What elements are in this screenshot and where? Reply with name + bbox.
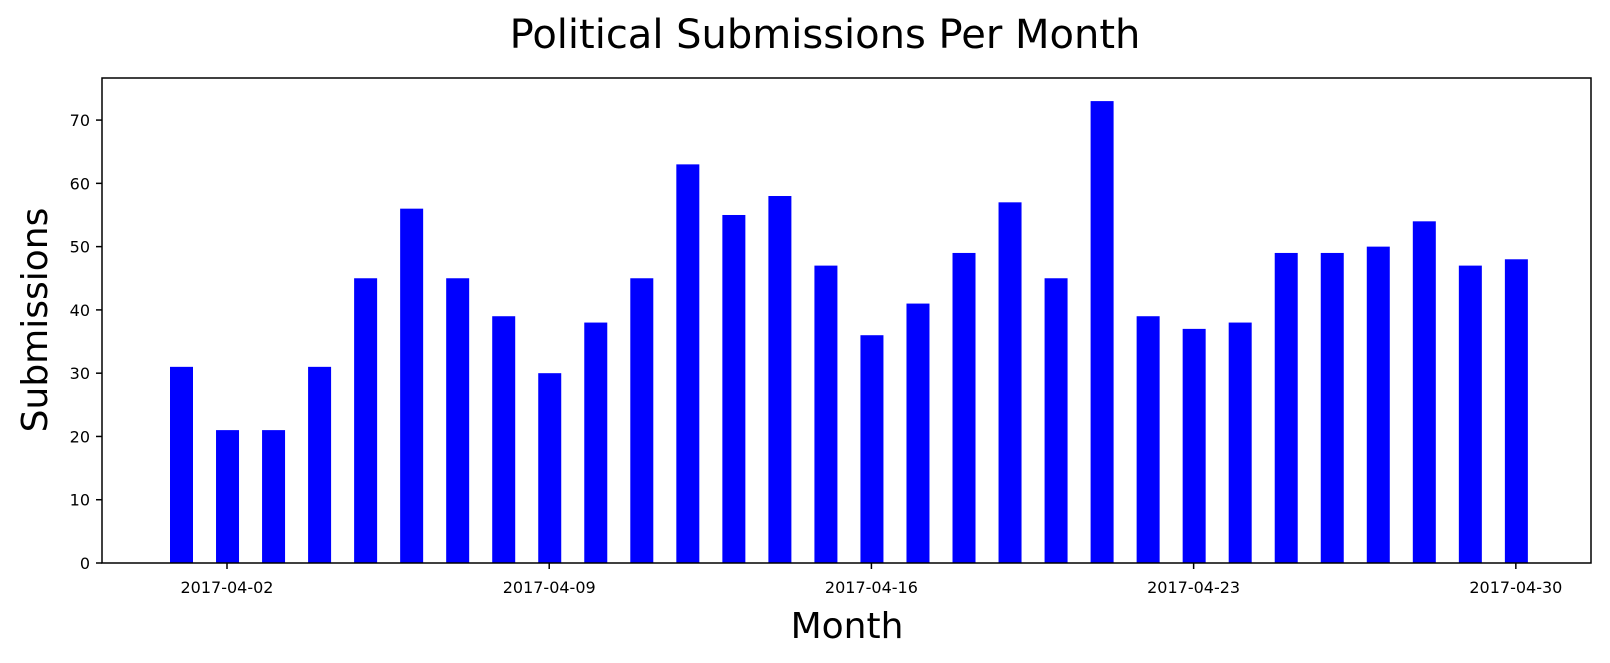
bar-2017-04-11 <box>630 278 654 563</box>
bar-2017-04-08 <box>492 316 516 563</box>
bar-2017-04-13 <box>722 214 746 564</box>
bar-2017-04-15 <box>814 265 838 563</box>
bar-2017-04-17 <box>906 303 930 563</box>
bar-2017-04-14 <box>768 196 792 563</box>
bar-2017-04-21 <box>1090 101 1114 563</box>
bars-layer <box>170 101 1528 564</box>
bar-2017-04-03 <box>262 430 286 563</box>
bar-2017-04-12 <box>676 164 700 563</box>
bar-2017-04-23 <box>1182 328 1206 563</box>
y-tick-label: 40 <box>70 301 90 320</box>
bar-2017-04-07 <box>446 278 470 563</box>
bar-2017-04-20 <box>1044 278 1068 563</box>
bar-2017-04-06 <box>400 208 424 563</box>
bar-2017-04-18 <box>952 252 976 563</box>
bar-2017-04-27 <box>1366 246 1390 563</box>
bar-2017-04-01 <box>170 366 193 563</box>
bar-2017-04-29 <box>1458 265 1482 563</box>
bar-2017-04-02 <box>216 430 240 563</box>
bar-2017-04-28 <box>1412 221 1436 563</box>
bar-2017-04-22 <box>1136 316 1160 563</box>
bar-2017-04-24 <box>1228 322 1252 563</box>
bar-2017-04-16 <box>860 335 884 563</box>
bar-2017-04-04 <box>308 366 332 563</box>
x-tick-label: 2017-04-23 <box>1147 578 1240 597</box>
y-tick-label: 50 <box>70 238 90 257</box>
bar-2017-04-25 <box>1274 252 1298 563</box>
y-tick-label: 0 <box>80 554 90 573</box>
bar-2017-04-05 <box>354 278 378 563</box>
y-axis-title: Submissions <box>15 208 56 433</box>
y-tick-label: 70 <box>70 111 90 130</box>
x-tick-label: 2017-04-30 <box>1469 578 1562 597</box>
x-tick-label: 2017-04-09 <box>503 578 596 597</box>
y-tick-label: 10 <box>70 491 90 510</box>
chart-title: Political Submissions Per Month <box>510 12 1141 58</box>
y-tick-label: 20 <box>70 427 90 446</box>
plot-frame <box>101 77 1592 564</box>
y-tick-label: 30 <box>70 364 90 383</box>
x-tick-label: 2017-04-16 <box>825 578 918 597</box>
bar-2017-04-19 <box>998 202 1022 563</box>
x-tick-label: 2017-04-02 <box>181 578 274 597</box>
ticks-layer: 0 10 20 30 40 50 60 70 2017-04-02 2017-04-09 2017-… <box>70 111 1563 597</box>
bar-2017-04-30 <box>1504 259 1528 563</box>
bar-2017-04-09 <box>538 373 562 563</box>
x-axis-title: Month <box>791 606 904 647</box>
y-tick-label: 60 <box>70 174 90 193</box>
bar-2017-04-26 <box>1320 252 1344 563</box>
bar-2017-04-10 <box>584 322 608 563</box>
